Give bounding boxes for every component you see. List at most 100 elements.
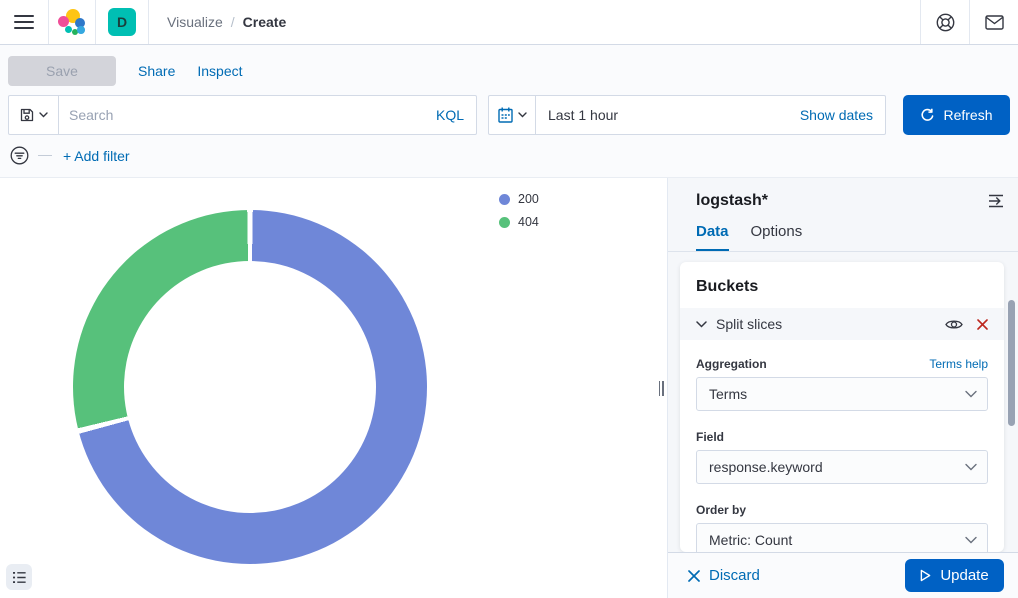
- split-slices-row[interactable]: Split slices: [680, 308, 1004, 340]
- legend-dot-200: [499, 193, 510, 205]
- legend-dot-404: [499, 216, 510, 228]
- aggregation-label-row: Aggregation Terms help: [696, 357, 988, 371]
- newsfeed-button[interactable]: [969, 0, 1018, 44]
- remove-bucket-button[interactable]: [977, 318, 988, 330]
- buckets-card: Buckets Split slices: [680, 262, 1004, 552]
- divider: [48, 0, 49, 44]
- breadcrumb-create: Create: [242, 14, 287, 30]
- editor-footer: Discard Update: [668, 552, 1018, 598]
- toolbar-row: Save Share Inspect: [8, 56, 1010, 86]
- breadcrumb-visualize[interactable]: Visualize: [167, 14, 223, 30]
- panel-resize-handle[interactable]: [655, 178, 667, 598]
- floppy-disk-icon: [20, 108, 33, 122]
- panel-scrollbar[interactable]: [1008, 300, 1015, 426]
- breadcrumb: Visualize / Create: [167, 14, 286, 30]
- order-by-select[interactable]: Metric: Count: [696, 523, 988, 552]
- collapse-panel-button[interactable]: [988, 193, 1004, 209]
- collapse-icon: [989, 194, 1003, 208]
- time-range-value[interactable]: Last 1 hour: [548, 107, 619, 123]
- eye-icon: [945, 319, 963, 329]
- red-x-icon: [977, 318, 988, 330]
- chevron-down-icon: [965, 536, 977, 544]
- search-input[interactable]: [59, 96, 424, 134]
- top-nav: D Visualize / Create: [0, 0, 1018, 45]
- order-by-value: Metric: Count: [709, 532, 793, 548]
- inspect-link[interactable]: Inspect: [197, 63, 243, 79]
- save-button[interactable]: Save: [8, 56, 116, 86]
- share-link[interactable]: Share: [138, 63, 176, 79]
- chart-legend: 200 404: [499, 192, 539, 238]
- refresh-label: Refresh: [943, 107, 993, 123]
- kql-mode-button[interactable]: KQL: [435, 107, 464, 123]
- legend-label-404: 404: [518, 215, 539, 229]
- saved-query-button[interactable]: [9, 96, 59, 134]
- update-button[interactable]: Update: [905, 559, 1004, 592]
- elastic-logo-icon: [58, 8, 86, 36]
- grip-icon: [658, 380, 664, 396]
- vis-editor-panel: logstash* Data Options Buckets: [667, 178, 1018, 598]
- envelope-icon: [984, 14, 1004, 30]
- calendar-icon: [497, 107, 513, 123]
- query-area: Save Share Inspect KQL: [0, 45, 1018, 178]
- field-label-row: Field: [696, 430, 988, 444]
- play-icon: [921, 569, 931, 582]
- editor-tabs: Data Options: [668, 210, 1018, 252]
- divider: [95, 0, 96, 44]
- visualization-area: 200 404: [0, 178, 655, 598]
- editor-body: Buckets Split slices: [668, 252, 1018, 552]
- elastic-logo[interactable]: [49, 0, 95, 44]
- refresh-button[interactable]: Refresh: [903, 95, 1010, 135]
- query-row: KQL Last 1 hour Show dates: [8, 95, 1010, 135]
- show-dates-link[interactable]: Show dates: [799, 107, 873, 123]
- donut-chart[interactable]: [73, 210, 427, 564]
- order-by-label: Order by: [696, 503, 747, 517]
- aggregation-label: Aggregation: [696, 357, 767, 371]
- tab-data[interactable]: Data: [696, 223, 729, 251]
- calendar-button[interactable]: [489, 96, 536, 134]
- field-select[interactable]: response.keyword: [696, 450, 988, 484]
- field-label: Field: [696, 430, 725, 444]
- field-value: response.keyword: [709, 459, 823, 475]
- filter-row: + Add filter: [8, 135, 1010, 177]
- buckets-title: Buckets: [696, 278, 759, 295]
- tab-options[interactable]: Options: [750, 223, 803, 240]
- hamburger-icon: [14, 15, 34, 29]
- search-bar: KQL: [8, 95, 477, 135]
- life-ring-icon: [936, 13, 954, 31]
- space-selector[interactable]: D: [96, 0, 148, 44]
- add-filter-link[interactable]: + Add filter: [63, 147, 130, 164]
- divider: [148, 0, 149, 44]
- time-picker: Last 1 hour Show dates: [488, 95, 886, 135]
- filter-divider: [38, 155, 52, 156]
- main-content: 200 404 logstash*: [0, 178, 1018, 598]
- list-icon: [12, 571, 26, 583]
- split-row-actions: [945, 318, 988, 331]
- filter-icon[interactable]: [10, 146, 29, 165]
- legend-item-404[interactable]: 404: [499, 215, 539, 229]
- editor-header: logstash*: [668, 178, 1018, 210]
- discard-button[interactable]: Discard: [688, 567, 760, 584]
- x-icon: [688, 569, 700, 582]
- legend-item-200[interactable]: 200: [499, 192, 539, 206]
- aggregation-value: Terms: [709, 386, 748, 402]
- terms-help-link[interactable]: Terms help: [929, 357, 988, 371]
- help-button[interactable]: [920, 0, 969, 44]
- chevron-down-icon: [965, 463, 977, 471]
- chevron-down-icon: [517, 112, 527, 118]
- space-badge: D: [108, 8, 136, 36]
- menu-button[interactable]: [0, 0, 48, 44]
- legend-label-200: 200: [518, 192, 539, 206]
- refresh-icon: [921, 108, 934, 121]
- update-label: Update: [940, 567, 989, 584]
- aggregation-select[interactable]: Terms: [696, 377, 988, 411]
- chevron-down-icon: [965, 390, 977, 398]
- toggle-visibility-button[interactable]: [945, 318, 963, 331]
- chevron-down-icon: [38, 112, 48, 118]
- breadcrumb-separator: /: [230, 14, 235, 30]
- chevron-down-icon: [696, 320, 707, 328]
- split-slices-label: Split slices: [716, 316, 783, 332]
- legend-toggle-button[interactable]: [6, 564, 32, 590]
- discard-label: Discard: [709, 567, 760, 584]
- order-by-label-row: Order by: [696, 503, 988, 517]
